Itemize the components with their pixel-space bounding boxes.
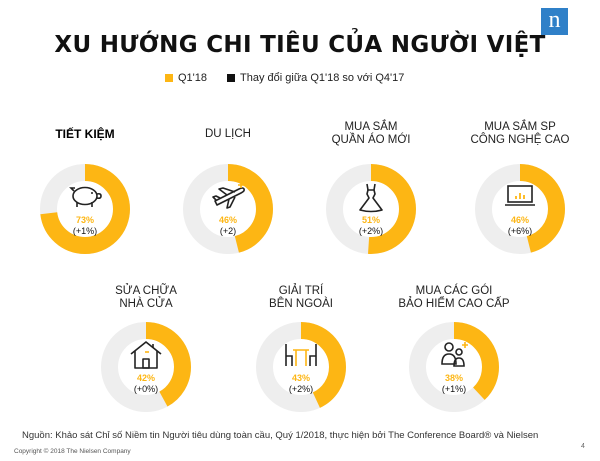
donut-value-arc [101, 322, 191, 412]
house-icon [130, 341, 162, 369]
donut-value-arc [409, 322, 499, 412]
donut-chart-home-repair: 42%(+0%) [101, 322, 191, 412]
value-label: 73% [76, 215, 94, 225]
value-label: 43% [292, 373, 310, 383]
change-label: (+2%) [289, 384, 313, 394]
donut-value-arc [475, 164, 565, 254]
legend-swatch-change [227, 74, 236, 82]
donut-value-arc [256, 322, 346, 412]
donut-chart-entertainment: 43%(+2%) [256, 322, 346, 412]
legend-label-q1: Q1'18 [178, 72, 208, 84]
change-label: (+6%) [508, 226, 532, 236]
category-label: SỬA CHỮA NHÀ CỬA [115, 285, 177, 310]
table-chairs-icon [285, 344, 317, 366]
change-label: (+2) [220, 226, 236, 236]
change-label: (+1%) [73, 226, 97, 236]
donut-value-arc [183, 164, 273, 254]
change-label: (+1%) [442, 384, 466, 394]
value-label: 46% [511, 215, 529, 225]
value-label: 38% [445, 373, 463, 383]
donut-value-arc [326, 164, 416, 254]
donut-value-arc [40, 164, 130, 254]
page-number: 4 [581, 443, 585, 450]
copyright: Copyright © 2018 The Nielsen Company [14, 448, 131, 455]
source-note: Nguồn: Khảo sát Chỉ số Niềm tin Người ti… [22, 430, 539, 441]
category-label: DU LỊCH [204, 128, 251, 140]
legend-label-change: Thay đổi giữa Q1'18 so với Q4'17 [240, 72, 405, 84]
family-plus-icon [441, 342, 468, 367]
nielsen-logo: n [541, 8, 568, 35]
value-label: 46% [219, 215, 237, 225]
category-label: GIẢI TRÍ BÊN NGOÀI [269, 285, 333, 310]
laptop-icon [505, 185, 535, 206]
category-label: MUA SẮM SP CÔNG NGHỆ CAO [470, 121, 570, 146]
change-label: (+2%) [359, 226, 383, 236]
donut-chart-tech: 46%(+6%) [475, 164, 565, 254]
chart-title: XU HƯỚNG CHI TIÊU CỦA NGƯỜI VIỆT [54, 32, 546, 58]
category-label: MUA CÁC GÓI BẢO HIỂM CAO CẤP [398, 285, 510, 310]
change-label: (+0%) [134, 384, 158, 394]
category-label: TIẾT KIỆM [55, 127, 115, 141]
piggy-bank-icon [69, 186, 102, 207]
airplane-icon [212, 182, 245, 209]
legend: Q1'18 Thay đổi giữa Q1'18 so với Q4'17 [165, 71, 424, 85]
donut-chart-clothing: 51%(+2%) [326, 164, 416, 254]
value-label: 42% [137, 373, 155, 383]
legend-swatch-q1 [165, 74, 173, 82]
donut-chart-savings: 73%(+1%) [40, 164, 130, 254]
value-label: 51% [362, 215, 380, 225]
dress-icon [359, 183, 383, 213]
donut-chart-travel: 46%(+2) [183, 164, 273, 254]
donut-chart-insurance: 38%(+1%) [409, 322, 499, 412]
category-label: MUA SẮM QUẦN ÁO MỚI [331, 121, 411, 146]
